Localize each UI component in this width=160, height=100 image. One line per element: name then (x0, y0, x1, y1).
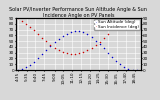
Point (98, 43, 101, 45)
Point (53, 47, 56, 49)
Point (119, 20, 122, 22)
Point (127, 68, 130, 70)
Title: Solar PV/Inverter Performance Sun Altitude Angle & Sun Incidence Angle on PV Pan: Solar PV/Inverter Performance Sun Altitu… (9, 7, 147, 18)
Point (135, 69, 138, 71)
Point (127, 17, 130, 19)
Point (20, 68, 23, 70)
Point (123, 17, 126, 19)
Point (119, 63, 122, 65)
Point (90, 47, 93, 49)
Point (103, 37, 105, 39)
Point (74, 30, 76, 32)
Point (16, 69, 19, 71)
Point (57, 38, 60, 40)
Point (20, 20, 23, 22)
Point (94, 44, 97, 46)
Point (82, 32, 85, 33)
Point (41, 37, 44, 38)
Point (107, 33, 109, 34)
Point (111, 56, 113, 57)
Point (37, 58, 40, 59)
Point (111, 28, 113, 30)
Point (82, 51, 85, 53)
Point (78, 30, 80, 32)
Point (86, 50, 89, 51)
Point (115, 60, 117, 62)
Point (78, 52, 80, 54)
Point (49, 46, 52, 47)
Point (37, 33, 40, 34)
Point (66, 52, 68, 54)
Point (135, 17, 138, 19)
Point (33, 61, 35, 63)
Legend: Sun Altitude (deg), Sun Incidence (deg): Sun Altitude (deg), Sun Incidence (deg) (94, 19, 140, 30)
Point (103, 47, 105, 49)
Point (70, 31, 72, 33)
Point (131, 17, 134, 19)
Point (45, 50, 48, 51)
Point (107, 52, 109, 54)
Point (29, 64, 31, 66)
Point (62, 35, 64, 37)
Point (25, 66, 27, 68)
Point (57, 50, 60, 51)
Point (90, 36, 93, 38)
Point (94, 40, 97, 41)
Point (115, 24, 117, 26)
Point (123, 66, 126, 68)
Point (70, 53, 72, 55)
Point (86, 33, 89, 35)
Point (25, 23, 27, 25)
Point (74, 53, 76, 55)
Point (29, 26, 31, 28)
Point (45, 40, 48, 42)
Point (16, 17, 19, 19)
Point (49, 44, 52, 45)
Point (131, 69, 134, 71)
Point (53, 42, 56, 43)
Point (33, 29, 35, 30)
Point (62, 51, 64, 53)
Point (66, 33, 68, 34)
Point (41, 54, 44, 55)
Point (98, 41, 101, 42)
